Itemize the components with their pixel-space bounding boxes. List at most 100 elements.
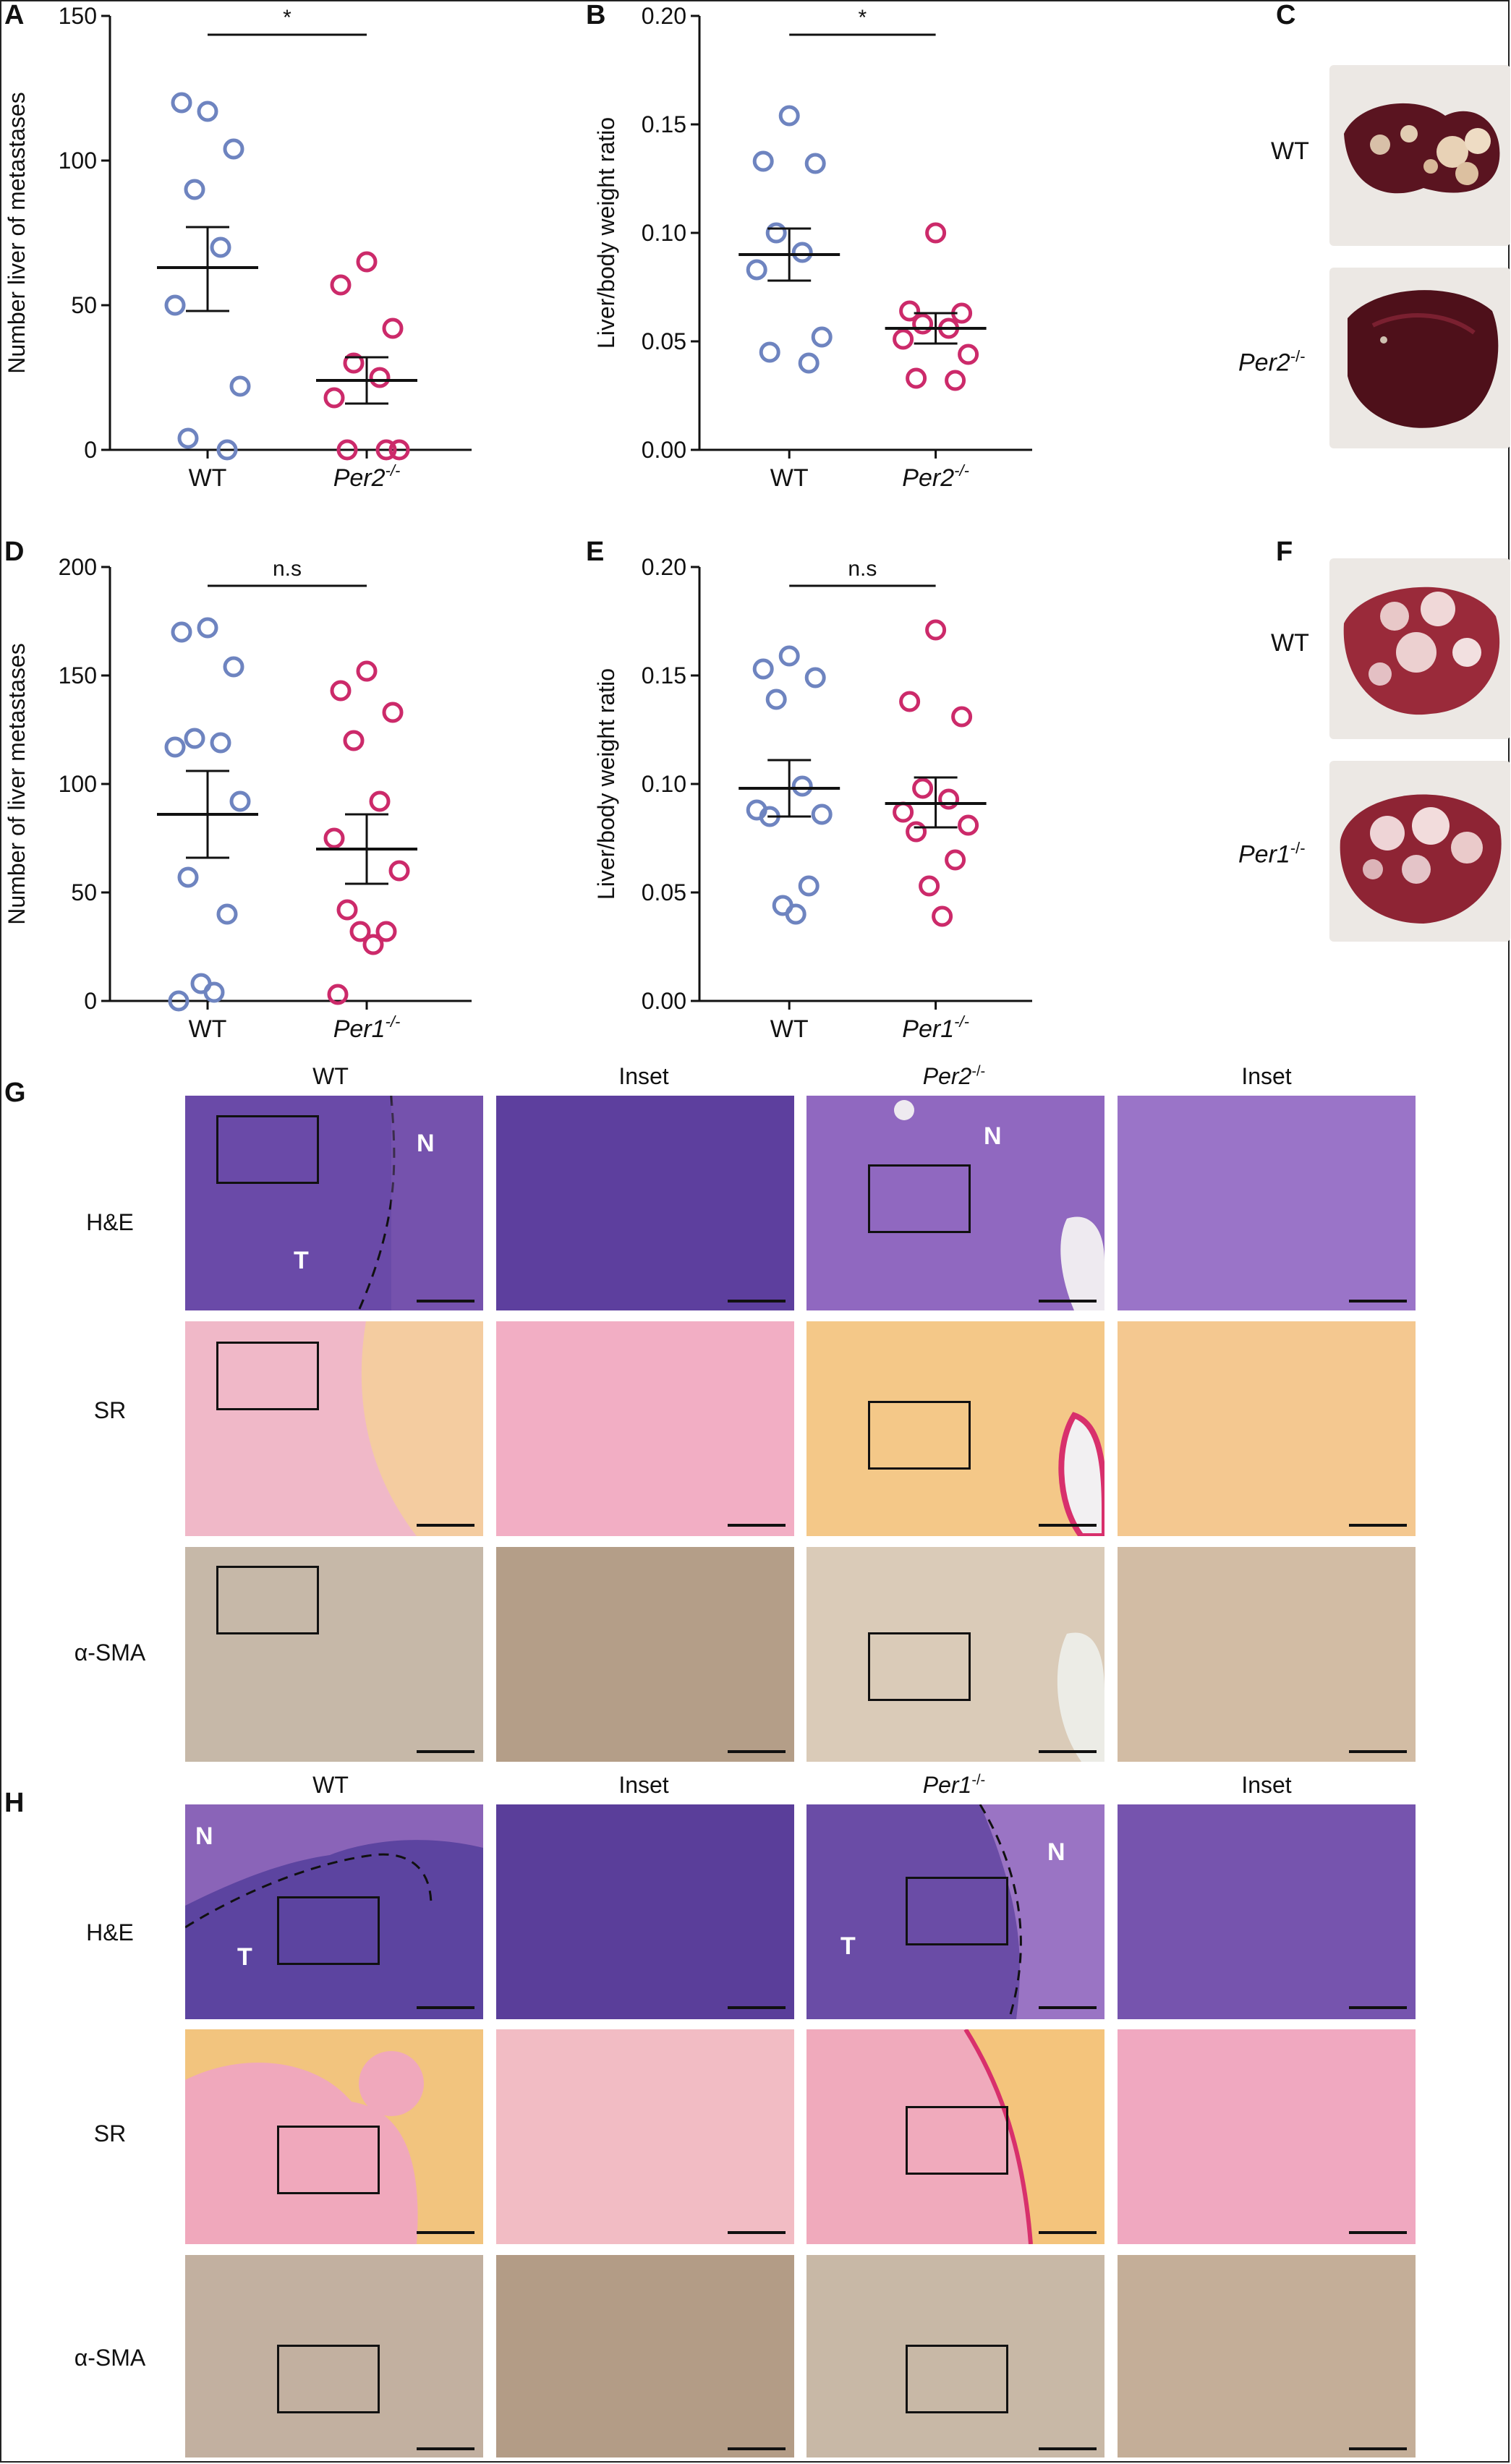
data-point [765,222,787,244]
data-point [945,849,966,871]
g-he-wt-tumor-label: T [294,1247,309,1274]
h-he-wt-inset-box [277,1896,380,1965]
y-tick-label: 0.05 [642,879,686,905]
data-point [210,236,231,258]
data-point [906,821,927,843]
g-row-he: H&E [86,1209,134,1235]
y-axis-label: Liver/body weight ratio [593,117,619,349]
y-tick-label: 150 [59,662,97,689]
x-tick-label: WT [770,464,809,492]
h-sr-per1-tile [806,2029,1104,2244]
chart-a: 0 50 100 150 Number liver of metastases WT Per… [4,3,472,492]
scalebar [728,2447,786,2450]
data-point [330,680,352,702]
data-point [778,645,800,667]
data-point [349,921,371,942]
data-point [171,92,192,114]
scalebar [1039,1750,1097,1753]
data-point [765,689,787,710]
scalebar [1039,2231,1097,2234]
h-col-inset-2: Inset [1241,1772,1292,1798]
data-point [197,617,218,639]
data-point [369,367,391,388]
photo-label-ko-f: Per1-/- [1238,839,1306,869]
h-col-inset-1: Inset [618,1772,669,1798]
scalebar [1039,1300,1097,1303]
y-tick-label: 100 [59,148,97,174]
scalebar [1039,2006,1097,2009]
data-point [216,903,238,925]
panel-letter-g: G [4,1078,26,1108]
scalebar [1349,1300,1407,1303]
scalebar [417,1300,474,1303]
data-point [938,788,960,810]
data-point [811,326,833,348]
data-point [336,439,358,461]
scalebar [728,1750,786,1753]
y-axis-label: Number liver of metastases [4,92,30,373]
y-tick-label: 0.10 [642,220,686,246]
h-row-asma: α-SMA [74,2345,146,2371]
g-he-per2-inset-tile [1118,1096,1416,1310]
data-point [362,934,384,955]
data-point [958,814,979,836]
data-point [164,736,186,758]
g-sr-per2-inset-tile [1118,1321,1416,1536]
h-asma-wt-inset-tile [496,2255,794,2457]
scalebar [1349,2231,1407,2234]
data-point [184,728,205,749]
y-tick-label: 0.05 [642,328,686,354]
chart-e: 0.00 0.05 0.10 0.15 0.20 Liver/body weight ra… [593,554,1032,1043]
h-he-per1-inset-box [906,1877,1008,1945]
data-point [785,903,806,925]
y-axis-label: Liver/body weight ratio [593,668,619,900]
data-point [369,790,391,812]
scalebar [417,1524,474,1527]
panel-letter-e: E [586,537,605,567]
data-point [210,732,231,754]
h-asma-per1-inset-box [906,2345,1008,2413]
x-tick-label: Per1-/- [333,1013,401,1043]
h-he-per1-normal-label: N [1047,1838,1065,1866]
h-he-per1-tile [806,1804,1104,2019]
g-he-per2-normal-label: N [984,1122,1002,1150]
y-tick-label: 0.20 [642,3,686,29]
g-row-asma: α-SMA [74,1640,146,1666]
h-asma-per1-inset-tile [1118,2255,1416,2457]
h-sr-wt-inset-box [277,2126,380,2194]
scalebar [728,2231,786,2234]
data-point [168,990,190,1012]
data-point [223,656,244,678]
y-tick-label: 0.10 [642,771,686,797]
x-tick-label: WT [770,1015,809,1043]
data-point [343,730,365,751]
data-point [912,313,934,335]
g-sr-per2-tile [806,1321,1104,1536]
g-row-sr: SR [93,1397,127,1423]
data-point [323,387,345,409]
data-point [811,803,833,825]
significance-label: n.s [273,557,302,581]
h-sr-wt-tile [185,2029,483,2244]
x-tick-label: WT [189,1015,227,1043]
data-point [382,702,404,723]
data-point [951,706,973,728]
g-sr-wt-inset-tile [496,1321,794,1536]
data-point [925,222,947,244]
data-point [323,827,345,849]
scalebar [728,1524,786,1527]
g-asma-per2-tile [806,1547,1104,1762]
x-tick-label: Per1-/- [902,1013,969,1043]
g-col-inset-2: Inset [1241,1063,1292,1089]
x-tick-label: Per2-/- [333,461,401,492]
data-point [791,242,813,263]
liver-photo-per1-ko [1329,761,1510,942]
scalebar [1349,1750,1407,1753]
data-point [203,981,225,1003]
significance-label: n.s [848,557,877,581]
data-point [925,619,947,641]
scalebar [1039,2447,1097,2450]
y-tick-label: 0.00 [642,437,686,463]
data-point [759,341,780,363]
